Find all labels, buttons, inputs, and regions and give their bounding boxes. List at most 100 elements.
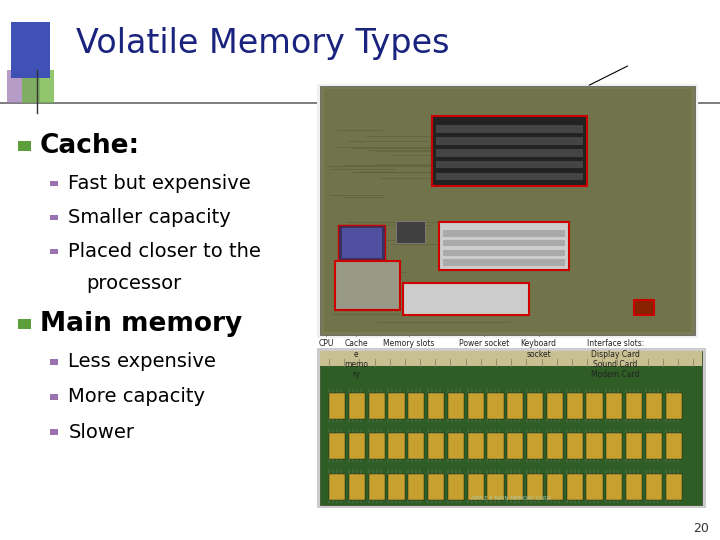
Text: Power socket: Power socket: [459, 339, 509, 348]
Bar: [329, 474, 346, 500]
Bar: [666, 474, 682, 500]
Bar: [428, 393, 444, 418]
Bar: [320, 351, 702, 505]
Bar: [342, 228, 382, 258]
Text: More capacity: More capacity: [68, 387, 205, 407]
Bar: [329, 433, 346, 459]
Bar: [567, 393, 583, 418]
Bar: [408, 433, 425, 459]
Bar: [487, 433, 504, 459]
Bar: [436, 173, 583, 180]
Bar: [634, 300, 654, 315]
Bar: [50, 394, 58, 400]
Bar: [403, 282, 529, 315]
Text: Placed closer to the: Placed closer to the: [68, 242, 261, 261]
Bar: [626, 433, 642, 459]
Text: APPLE II MAIN MEMORY CARD: APPLE II MAIN MEMORY CARD: [471, 496, 552, 501]
Bar: [527, 393, 544, 418]
Bar: [428, 433, 444, 459]
Bar: [432, 116, 587, 186]
Bar: [369, 393, 385, 418]
Text: Volatile Memory Types: Volatile Memory Types: [76, 26, 449, 60]
Bar: [646, 433, 662, 459]
Bar: [396, 221, 425, 243]
Text: Cache:: Cache:: [40, 133, 140, 159]
Bar: [436, 161, 583, 168]
Bar: [324, 89, 691, 332]
Bar: [443, 259, 565, 266]
Bar: [18, 141, 31, 151]
Bar: [22, 70, 54, 103]
Bar: [7, 70, 40, 103]
Bar: [436, 137, 583, 145]
Bar: [349, 474, 365, 500]
Bar: [329, 393, 346, 418]
Bar: [468, 393, 484, 418]
Bar: [587, 474, 603, 500]
Bar: [527, 474, 544, 500]
Text: Main memory: Main memory: [40, 311, 242, 337]
Bar: [448, 433, 464, 459]
Bar: [567, 474, 583, 500]
Bar: [626, 393, 642, 418]
Bar: [547, 433, 563, 459]
Bar: [646, 474, 662, 500]
Bar: [547, 474, 563, 500]
Bar: [443, 249, 565, 256]
Bar: [443, 240, 565, 246]
Text: processor: processor: [86, 274, 181, 293]
Bar: [408, 393, 425, 418]
Bar: [317, 348, 706, 508]
Bar: [587, 433, 603, 459]
Bar: [507, 433, 523, 459]
Bar: [338, 225, 385, 260]
Bar: [50, 249, 58, 254]
Bar: [389, 433, 405, 459]
Bar: [369, 474, 385, 500]
Text: Slower: Slower: [68, 422, 135, 442]
Bar: [389, 474, 405, 500]
Bar: [18, 319, 31, 329]
Bar: [527, 433, 544, 459]
Text: Interface slots:
Display Card
Sound Card
Modem Card: Interface slots: Display Card Sound Card…: [587, 339, 644, 379]
Bar: [468, 474, 484, 500]
Bar: [389, 393, 405, 418]
Bar: [626, 474, 642, 500]
Bar: [439, 221, 569, 270]
Bar: [666, 433, 682, 459]
Bar: [50, 181, 58, 186]
Bar: [606, 433, 623, 459]
Bar: [408, 474, 425, 500]
Bar: [369, 433, 385, 459]
Bar: [443, 230, 565, 237]
Bar: [50, 359, 58, 364]
Bar: [349, 433, 365, 459]
Bar: [507, 474, 523, 500]
Bar: [646, 393, 662, 418]
Text: CPU: CPU: [318, 339, 334, 348]
Bar: [606, 474, 623, 500]
Bar: [50, 429, 58, 435]
Bar: [448, 393, 464, 418]
Bar: [448, 474, 464, 500]
Bar: [50, 215, 58, 220]
Bar: [547, 393, 563, 418]
Text: Memory slots: Memory slots: [383, 339, 435, 348]
Text: Cache
e
memo
ry: Cache e memo ry: [344, 339, 369, 379]
Bar: [606, 393, 623, 418]
Bar: [335, 261, 400, 310]
Bar: [567, 433, 583, 459]
Bar: [666, 393, 682, 418]
Bar: [436, 149, 583, 157]
Bar: [587, 393, 603, 418]
Bar: [507, 393, 523, 418]
Text: 20: 20: [693, 522, 709, 535]
Bar: [428, 474, 444, 500]
Bar: [317, 84, 698, 338]
Bar: [11, 22, 50, 78]
Bar: [436, 125, 583, 133]
Bar: [487, 393, 504, 418]
Text: Keyboard
socket: Keyboard socket: [521, 339, 557, 359]
Bar: [349, 393, 365, 418]
Text: Less expensive: Less expensive: [68, 352, 216, 372]
